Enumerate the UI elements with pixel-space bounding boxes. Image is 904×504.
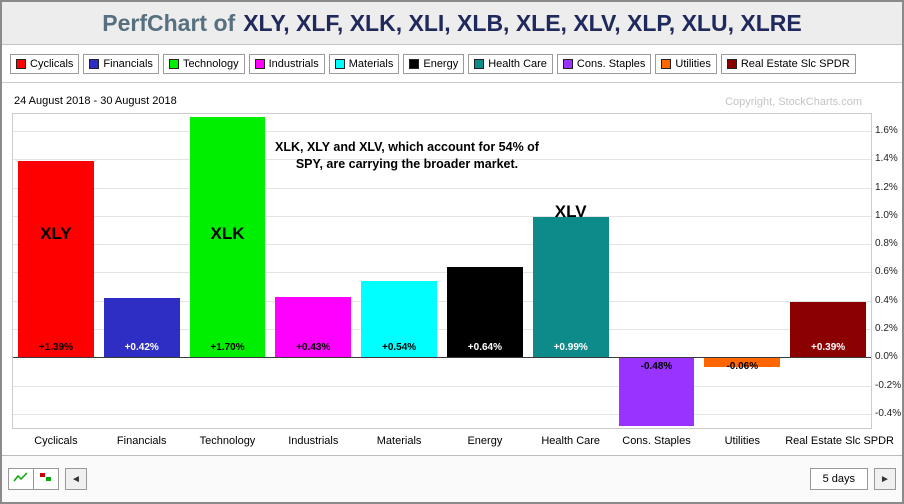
perf-chart: 24 August 2018 - 30 August 2018 Copyrigh… [2, 83, 902, 455]
plot-area: 1.6% 1.4% 1.2% 1.0% 0.8% 0.6% 0.4% 0.2% 0.0% -0.2… [12, 113, 901, 447]
bar-materials [361, 280, 437, 358]
y-axis-label: 0.6% [875, 266, 898, 278]
bar-energy [447, 266, 523, 358]
gridline [13, 300, 871, 302]
bar-real-estate-slc-spdr [790, 302, 866, 358]
y-axis-label: 1.0% [875, 209, 898, 221]
bar-financials [103, 297, 180, 358]
histogram-mode-button[interactable] [33, 468, 59, 490]
date-range-label: 24 August 2018 - 30 August 2018 [14, 95, 177, 107]
y-axis-label: 1.6% [875, 125, 898, 136]
legend-item-cyclicals[interactable]: Cyclicals [10, 53, 80, 74]
legend-label: Energy [423, 57, 459, 70]
x-axis-label-real-estate-slc-spdr: Real Estate Slc SPDR [785, 435, 895, 447]
x-axis-label-technology: Technology [199, 435, 256, 447]
legend-swatch [409, 58, 420, 69]
y-axis-label: 1.4% [875, 153, 898, 165]
gridline [13, 131, 871, 132]
legend-item-real-estate-slc-spdr[interactable]: Real Estate Slc SPDR [720, 53, 856, 74]
legend-item-technology[interactable]: Technology [162, 53, 245, 74]
histogram-icon [39, 470, 53, 488]
y-axis-label: 0.8% [875, 238, 898, 250]
x-axis-label-materials: Materials [376, 435, 422, 447]
bar-cyclicals [18, 160, 94, 358]
y-axis-label: 0.4% [875, 294, 898, 306]
legend-swatch [89, 58, 100, 69]
x-axis-label-energy: Energy [467, 435, 503, 447]
legend-item-cons-staples[interactable]: Cons. Staples [556, 53, 652, 74]
bar-cons-staples [618, 358, 695, 427]
gridline [13, 159, 871, 161]
x-axis-label-financials: Financials [116, 435, 167, 447]
legend-swatch [474, 58, 485, 69]
legend-swatch [334, 58, 345, 69]
scroll-right-button[interactable]: ► [874, 468, 896, 490]
gridline [13, 385, 871, 387]
x-axis-label-cons-staples: Cons. Staples [622, 435, 691, 447]
y-axis-label: -0.4% [875, 407, 902, 419]
legend-label: Materials [348, 57, 394, 70]
gridline [13, 187, 871, 189]
y-axis-label: 0.2% [875, 323, 898, 334]
legend-label: Cons. Staples [576, 57, 646, 70]
page-title-symbols: XLY, XLF, XLK, XLI, XLB, XLE, XLV, XLP, … [243, 9, 802, 36]
bar-industrials [275, 296, 352, 358]
bar-health-care [532, 217, 609, 358]
page-title-prefix: PerfChart of [102, 9, 236, 36]
bar-utilities [704, 358, 781, 367]
gridline [13, 329, 871, 330]
x-axis-label-industrials: Industrials [288, 435, 339, 447]
legend-swatch [726, 58, 737, 69]
y-axis-label: -0.2% [875, 379, 902, 391]
legend-label: Cyclicals [30, 57, 74, 70]
legend-label: Real Estate Slc SPDR [740, 57, 850, 70]
footer-toolbar: ◄ 5 days ► [2, 455, 902, 502]
bar-technology [189, 116, 266, 358]
line-chart-mode-button[interactable] [8, 468, 34, 490]
legend-item-materials[interactable]: Materials [328, 53, 400, 74]
legend-swatch [661, 58, 672, 69]
period-input[interactable]: 5 days [809, 468, 868, 490]
legend-label: Utilities [675, 57, 711, 70]
header: PerfChart of XLY, XLF, XLK, XLI, XLB, XL… [2, 2, 902, 45]
gridline [13, 357, 871, 359]
legend-label: Health Care [488, 57, 547, 70]
y-axis-label: 0.0% [875, 351, 898, 363]
x-axis-label-health-care: Health Care [541, 435, 601, 447]
legend-item-industrials[interactable]: Industrials [248, 53, 325, 74]
copyright-label: Copyright, StockCharts.com [725, 96, 862, 108]
x-axis-label-cyclicals: Cyclicals [34, 435, 78, 447]
legend-label: Industrials [268, 57, 319, 70]
gridline [13, 244, 871, 246]
legend-swatch [16, 58, 26, 69]
legend-item-utilities[interactable]: Utilities [655, 53, 717, 74]
gridline [13, 413, 871, 415]
legend-swatch [168, 58, 179, 69]
legend-bar: Cyclicals Financials Technology Industrials… [2, 45, 902, 83]
legend-swatch [254, 58, 265, 69]
legend-label: Financials [103, 57, 153, 70]
legend-label: Technology [182, 57, 239, 70]
gridline [13, 215, 871, 217]
legend-item-energy[interactable]: Energy [403, 53, 465, 74]
line-chart-icon [13, 470, 29, 488]
legend-swatch [562, 58, 573, 69]
legend-item-financials[interactable]: Financials [83, 53, 159, 74]
gridline [13, 272, 871, 274]
x-axis-label-utilities: Utilities [724, 435, 761, 447]
legend-item-health-care[interactable]: Health Care [468, 53, 553, 74]
y-axis-label: 1.2% [875, 181, 898, 193]
scroll-left-button[interactable]: ◄ [65, 468, 87, 490]
